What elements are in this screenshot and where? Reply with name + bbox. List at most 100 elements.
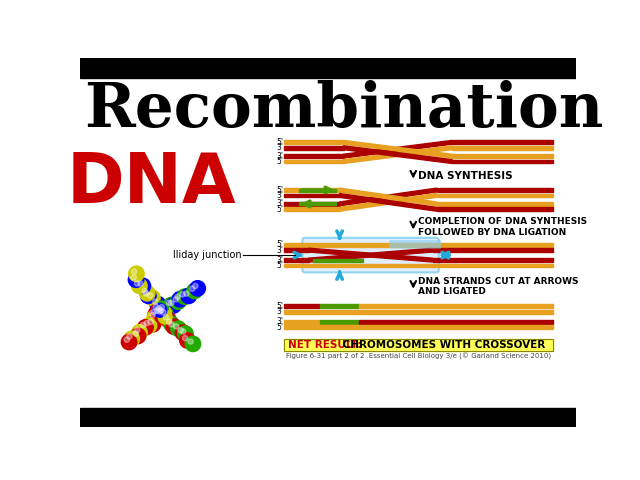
Bar [284,154,344,158]
Bar [436,202,553,206]
Circle shape [148,319,154,324]
Bar [284,264,308,267]
Circle shape [166,319,182,335]
Polygon shape [340,193,436,211]
Text: lliday junction: lliday junction [173,250,241,260]
Circle shape [178,328,184,333]
Text: 5': 5' [276,323,283,332]
Bar [284,202,340,206]
Bar [433,264,553,267]
Circle shape [154,308,160,313]
Circle shape [189,286,195,291]
Circle shape [187,283,202,299]
Bar [80,58,576,78]
Circle shape [143,291,148,296]
Circle shape [163,315,168,320]
Circle shape [173,297,179,302]
Bar [436,193,553,197]
Bar [436,188,553,192]
Text: Figure 6-31 part 2 of 2  Essential Cell Biology 3/e (© Garland Science 2010): Figure 6-31 part 2 of 2 Essential Cell B… [285,353,551,360]
Polygon shape [308,248,433,262]
Circle shape [144,321,149,326]
Bar [284,339,553,351]
Polygon shape [344,146,452,164]
Circle shape [169,322,174,327]
Circle shape [154,303,169,319]
Bar [284,258,308,262]
Circle shape [157,309,162,314]
Circle shape [166,319,172,324]
Circle shape [128,272,144,288]
Circle shape [129,266,144,281]
Circle shape [124,337,129,342]
Circle shape [152,299,158,304]
FancyBboxPatch shape [389,240,441,249]
Circle shape [177,289,193,304]
Text: 5': 5' [276,205,283,214]
Circle shape [158,307,173,322]
Polygon shape [340,188,436,206]
Circle shape [185,336,201,351]
Text: DNA STRANDS CUT AT ARROWS
AND LIGATED: DNA STRANDS CUT AT ARROWS AND LIGATED [418,276,579,296]
Circle shape [159,308,164,313]
Polygon shape [308,248,433,262]
Circle shape [156,305,172,320]
FancyBboxPatch shape [303,238,439,273]
Circle shape [147,293,153,298]
Circle shape [166,298,181,313]
Bar [284,140,344,144]
Circle shape [156,306,161,312]
Circle shape [184,291,189,296]
Bar [284,193,340,197]
Circle shape [140,323,146,328]
Circle shape [171,321,186,336]
Text: 3': 3' [276,143,283,152]
Circle shape [154,306,170,322]
Circle shape [140,286,155,301]
Circle shape [141,288,156,303]
Bar [452,154,553,158]
Text: Recombination: Recombination [84,80,603,140]
Circle shape [188,339,193,344]
Bar [284,325,553,329]
Bar [284,339,553,351]
Circle shape [168,300,174,306]
Bar [300,189,336,192]
Circle shape [158,310,172,324]
Text: 3': 3' [276,191,283,200]
Bar [284,243,308,247]
Circle shape [127,334,132,339]
Circle shape [147,310,163,325]
Polygon shape [344,146,452,164]
Circle shape [150,296,165,312]
Circle shape [161,310,166,315]
Circle shape [180,292,185,297]
Circle shape [145,290,160,305]
Circle shape [181,288,196,303]
Circle shape [150,312,156,318]
Bar [284,207,340,211]
Text: 5': 5' [276,157,283,166]
Circle shape [151,309,156,315]
Bar [452,160,553,164]
Text: 5': 5' [276,240,283,249]
Bar [300,203,336,205]
Circle shape [131,269,137,274]
Bar [359,304,553,308]
Bar [452,146,553,150]
Circle shape [180,329,186,334]
Bar [433,243,553,247]
Bar [284,146,344,150]
Circle shape [175,325,191,340]
Bar [433,248,553,252]
Circle shape [164,316,179,332]
Bar [320,320,359,324]
Circle shape [150,301,166,316]
Text: 5': 5' [276,186,283,194]
Circle shape [134,327,140,333]
Bar [284,304,320,308]
Circle shape [133,331,138,336]
Circle shape [182,336,188,341]
Text: 3': 3' [276,256,283,264]
Circle shape [124,331,140,347]
